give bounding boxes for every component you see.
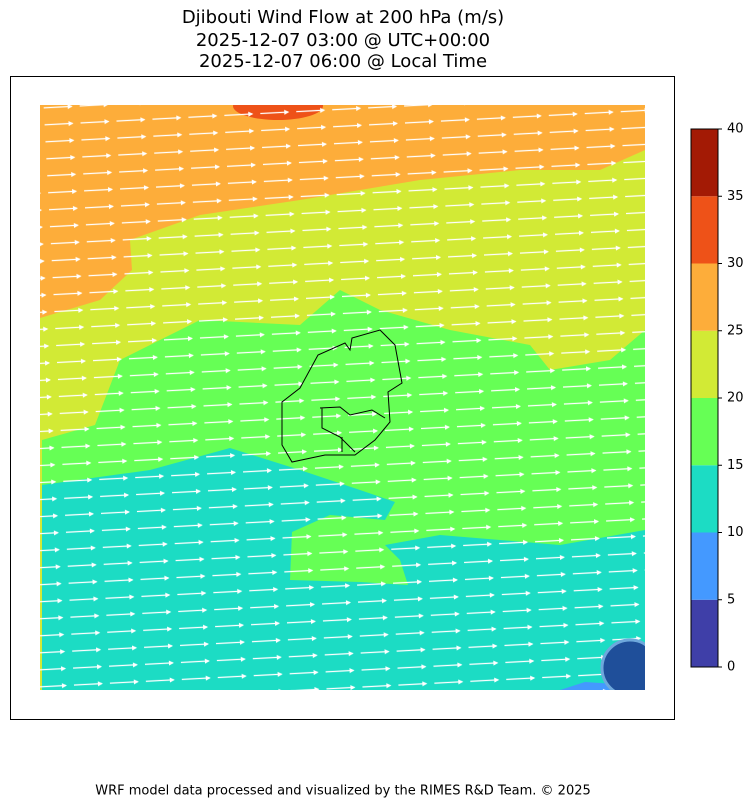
colorbar-segment — [691, 532, 718, 600]
colorbar-tick-label: 10 — [727, 525, 744, 540]
colorbar-segment — [691, 465, 718, 533]
colorbar-tick-label: 0 — [727, 660, 735, 675]
colorbar-segment — [691, 599, 718, 667]
map-frame — [10, 76, 675, 720]
colorbar: 0 5 10 15 20 25 30 35 40 — [690, 122, 744, 675]
country-border — [281, 329, 403, 463]
footer: WRF model data processed and visualized … — [95, 784, 591, 799]
colorbar-tick-label: 40 — [727, 122, 744, 137]
colorbar-tick-label: 30 — [727, 256, 744, 271]
colorbar-tick-label: 20 — [727, 391, 744, 406]
colorbar-segment — [691, 196, 718, 264]
title-line: Djibouti Wind Flow at 200 hPa (m/s) — [182, 7, 504, 28]
colorbar-segment — [691, 263, 718, 331]
logo-text: RIMES — [610, 693, 649, 706]
colorbar-tick-label: 35 — [727, 189, 744, 204]
colorbar-segment — [691, 330, 718, 398]
title-line: 2025-12-07 06:00 @ Local Time — [199, 51, 487, 72]
colorbar-tick-label: 15 — [727, 458, 744, 473]
colorbar-tick-label: 5 — [727, 592, 735, 607]
colorbar-tick-label: 25 — [727, 323, 744, 338]
colorbar-segment — [691, 398, 718, 466]
map-field: RIMES — [40, 105, 649, 706]
logo — [600, 638, 645, 690]
title-line: 2025-12-07 03:00 @ UTC+00:00 — [196, 30, 490, 51]
colorbar-segment — [691, 129, 718, 197]
wind-arrows — [40, 105, 645, 690]
